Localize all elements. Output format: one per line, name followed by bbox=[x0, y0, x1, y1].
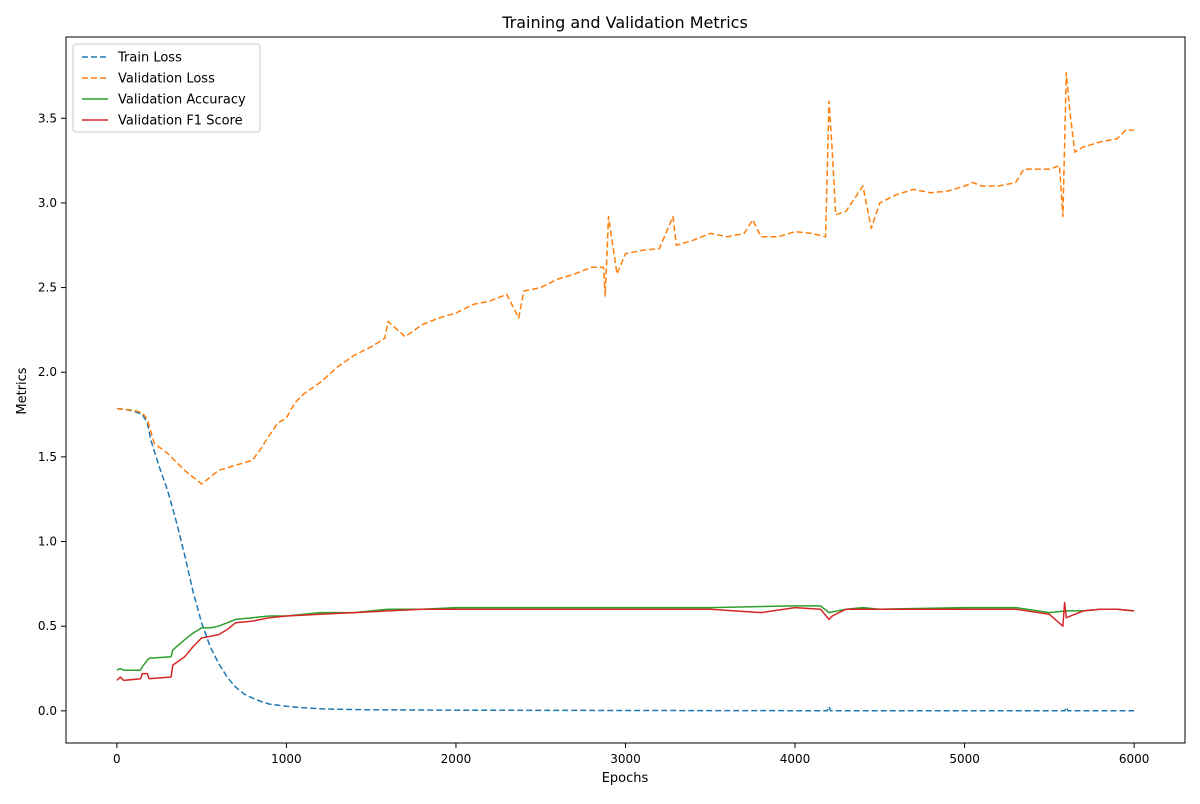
legend-label-validation-accuracy: Validation Accuracy bbox=[118, 93, 246, 108]
x-tick-label: 0 bbox=[113, 752, 121, 766]
legend-label-validation-loss: Validation Loss bbox=[118, 72, 215, 87]
y-tick-label: 1.5 bbox=[38, 450, 57, 464]
legend-box bbox=[72, 43, 261, 133]
axis-ticks: 0 1000 2000 3000 4000 5000 6000 0.0 0.5 1.0 1.5 2.0… bbox=[38, 111, 1150, 766]
y-tick-label: 0.0 bbox=[38, 704, 57, 718]
plot-series bbox=[116, 71, 1135, 712]
y-axis-label: Metrics bbox=[15, 367, 30, 414]
x-tick-label: 3000 bbox=[610, 752, 641, 766]
y-tick-label: 2.5 bbox=[38, 281, 57, 295]
x-tick-label: 4000 bbox=[780, 752, 811, 766]
legend-label-validation-f1-score: Validation F1 Score bbox=[118, 114, 243, 129]
y-tick-label: 3.0 bbox=[38, 196, 57, 210]
x-axis-label: Epochs bbox=[602, 771, 649, 786]
series-line-validation-loss bbox=[116, 71, 1135, 485]
x-tick-label: 2000 bbox=[441, 752, 472, 766]
y-tick-label: 0.5 bbox=[38, 619, 57, 633]
chart-title: Training and Validation Metrics bbox=[501, 13, 748, 32]
series-line-validation-f1-score bbox=[116, 601, 1135, 682]
chart-legend: Train Loss Validation Loss Validation Accu… bbox=[72, 43, 261, 133]
y-tick-label: 3.5 bbox=[38, 111, 57, 125]
x-tick-label: 1000 bbox=[271, 752, 302, 766]
y-tick-label: 1.0 bbox=[38, 535, 57, 549]
y-tick-label: 2.0 bbox=[38, 365, 57, 379]
x-tick-label: 5000 bbox=[949, 752, 980, 766]
legend-label-train-loss: Train Loss bbox=[117, 51, 182, 66]
plot-frame bbox=[65, 36, 1186, 744]
x-tick-label: 6000 bbox=[1119, 752, 1150, 766]
series-line-train-loss bbox=[116, 407, 1135, 712]
